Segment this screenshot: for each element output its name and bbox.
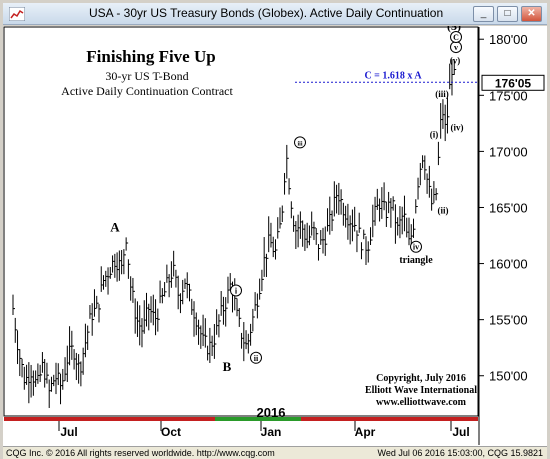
- wave-label: triangle: [399, 255, 433, 266]
- close-button[interactable]: ✕: [521, 6, 542, 22]
- last-price-box: [481, 74, 545, 91]
- y-tick-label: 175'00: [489, 88, 528, 103]
- x-tick-label: Oct: [161, 425, 181, 439]
- wave-label: B: [223, 359, 232, 374]
- x-tick-label: Apr: [355, 425, 376, 439]
- time-strip-red-2: [301, 417, 478, 421]
- wave-label: (i): [430, 129, 439, 139]
- wave-label: (iii): [435, 89, 449, 99]
- time-strip: [4, 417, 478, 421]
- wave-label: (5): [447, 26, 461, 33]
- status-copyright: CQG Inc. © 2016 All rights reserved worl…: [6, 448, 275, 458]
- price-chart[interactable]: 2016 Jul Oct Jan Apr Jul 180'00175'00170'001…: [3, 26, 547, 446]
- status-bar: CQG Inc. © 2016 All rights reserved worl…: [3, 446, 547, 459]
- website-text: www.elliottwave.com: [376, 397, 467, 408]
- window-title: USA - 30yr US Treasury Bonds (Globex). A…: [89, 6, 444, 20]
- copyright-text: Copyright, July 2016: [376, 373, 466, 384]
- y-axis: 180'00 175'00 170'00 165'00 160'00 155'00 150'…: [479, 32, 528, 384]
- wave-label: v: [454, 43, 458, 52]
- wave-label-circle: [450, 30, 462, 43]
- chart-heading: Finishing Five Up: [86, 47, 215, 66]
- y-tick-label: 155'00: [489, 313, 528, 328]
- year-label: 2016: [257, 405, 286, 420]
- last-price-label: 176'05: [495, 76, 532, 90]
- wave-label-circle: [250, 351, 262, 364]
- chart-app-icon: [9, 7, 25, 21]
- status-timestamp: Wed Jul 06 2016 15:03:00, CQG 15.9821: [377, 448, 543, 458]
- chart-area[interactable]: 2016 Jul Oct Jan Apr Jul 180'00 175'00 170'00 1…: [3, 26, 547, 446]
- time-strip-green: [215, 417, 301, 421]
- chart-subheading-2: Active Daily Continuation Contract: [61, 84, 233, 98]
- wave-label: (ii): [438, 206, 449, 216]
- maximize-button[interactable]: □: [497, 6, 518, 22]
- x-tick-label: Jul: [60, 425, 77, 439]
- title-bar[interactable]: USA - 30yr US Treasury Bonds (Globex). A…: [3, 3, 547, 25]
- wave-label-circle: [294, 136, 306, 149]
- x-tick-label: Jul: [452, 425, 469, 439]
- x-tick-label: Jan: [261, 425, 282, 439]
- wave-label: iv: [413, 243, 419, 252]
- wave-label: (v): [450, 55, 461, 65]
- y-tick-label: 150'00: [489, 369, 528, 384]
- wave-label: A: [110, 220, 120, 235]
- publisher-text: Elliott Wave International: [365, 385, 477, 396]
- fib-target-label: C = 1.618 x A: [364, 70, 422, 81]
- y-tick-label: 160'00: [489, 257, 528, 272]
- wave-label-circle: [410, 240, 422, 253]
- wave-label: (iv): [451, 123, 464, 133]
- y-axis-panel: [479, 27, 545, 445]
- minimize-button[interactable]: _: [473, 6, 494, 22]
- wave-label: ii: [254, 354, 259, 363]
- y-tick-label: 165'00: [489, 200, 528, 215]
- wave-label: C: [453, 33, 459, 42]
- chart-subheading: 30-yr US T-Bond: [105, 69, 188, 83]
- y-tick-label: 170'00: [489, 144, 528, 159]
- x-axis: Jul Oct Jan Apr Jul: [58, 421, 470, 439]
- wave-label-circle: [230, 284, 242, 297]
- wave-label: i: [235, 286, 238, 295]
- y-tick-label: 180'00: [489, 32, 528, 47]
- price-bars: [12, 59, 457, 408]
- wave-label: iii: [297, 141, 302, 147]
- wave-labels: ABiiiiiiivtriangle(i)(ii)(iii)(iv)(v)vC(…: [110, 26, 463, 374]
